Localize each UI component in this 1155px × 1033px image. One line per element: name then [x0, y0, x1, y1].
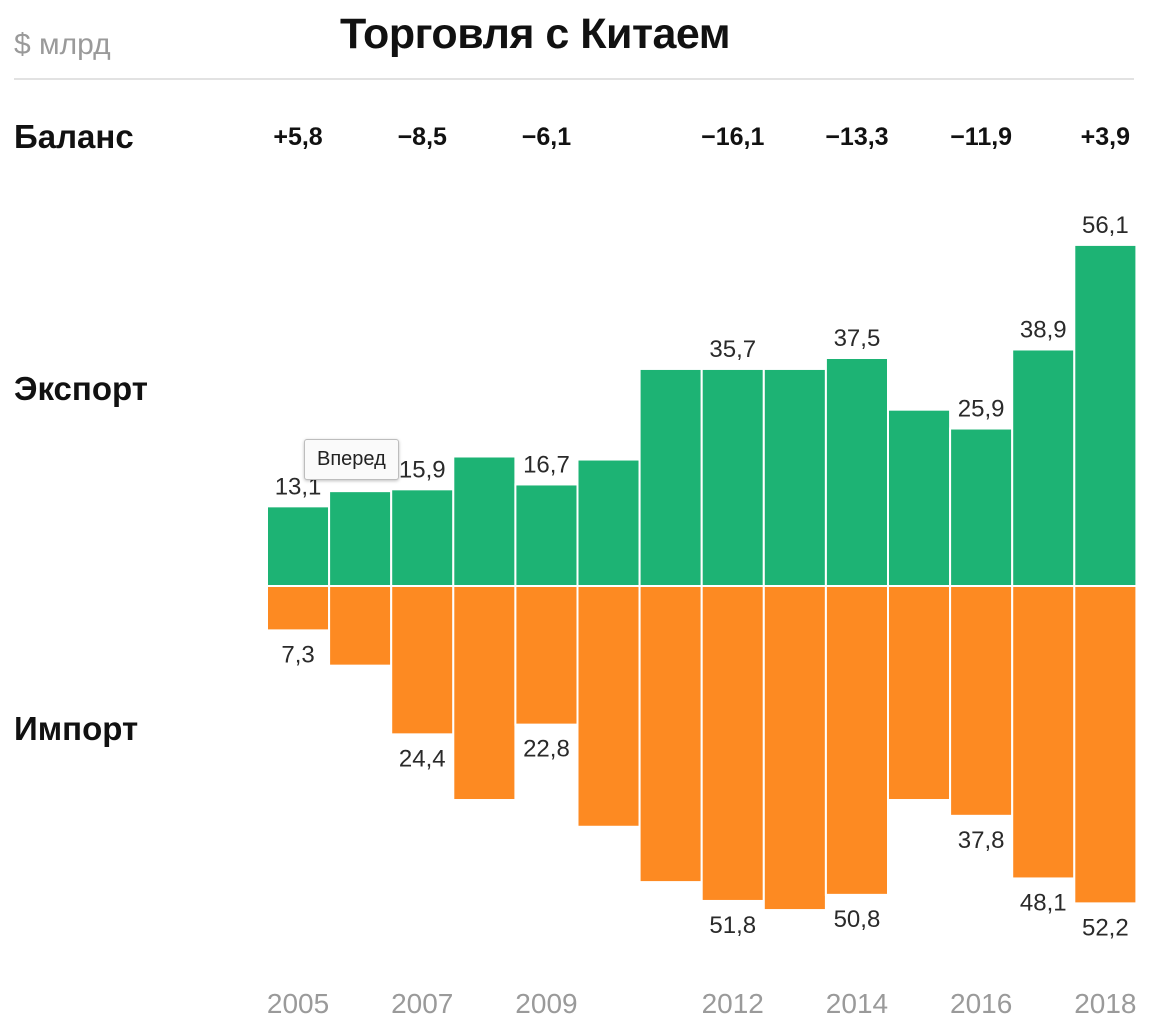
import-bar-2014 [824, 585, 890, 896]
import-value-2014: 50,8 [834, 906, 881, 933]
balance-value-2014: −13,3 [825, 123, 888, 151]
export-bar-2015 [887, 408, 952, 587]
balance-value-2005: +5,8 [273, 123, 322, 151]
export-bar-2012 [700, 367, 765, 587]
import-bar-2010 [576, 585, 641, 828]
export-value-2018: 56,1 [1082, 212, 1129, 239]
import-value-2012: 51,8 [709, 912, 756, 939]
export-value-2009: 16,7 [523, 451, 570, 478]
export-bar-2005 [266, 505, 331, 587]
import-value-2007: 24,4 [399, 745, 446, 772]
import-bar-2012 [700, 585, 765, 902]
export-bar-2009 [514, 483, 579, 587]
import-bar-2016 [949, 585, 1014, 817]
import-bar-2017 [1011, 585, 1076, 880]
export-bar-2006 [328, 490, 393, 588]
import-bar-2013 [762, 585, 827, 912]
import-bar-2008 [452, 585, 517, 802]
year-label-2016: 2016 [950, 988, 1012, 1019]
export-bar-2010 [576, 458, 641, 588]
export-bar-2013 [762, 367, 827, 587]
header-divider [14, 78, 1134, 80]
import-bar-2009 [514, 585, 579, 726]
year-label-2012: 2012 [702, 988, 764, 1019]
balance-value-2009: −6,1 [522, 123, 571, 151]
export-bar-2018 [1073, 243, 1138, 588]
import-bar-2005 [266, 585, 331, 632]
export-value-2016: 25,9 [958, 396, 1005, 423]
import-bar-2018 [1073, 585, 1138, 905]
import-value-2018: 52,2 [1082, 914, 1129, 941]
export-row-label: Экспорт [14, 370, 148, 407]
import-row-label: Импорт [14, 710, 139, 747]
tooltip-forward: Вперед [304, 439, 399, 480]
export-bar-2011 [638, 367, 703, 587]
export-bar-2016 [949, 427, 1014, 588]
chart-title: Торговля с Китаем [340, 10, 731, 58]
export-value-2007: 15,9 [399, 456, 446, 483]
balance-value-2016: −11,9 [950, 123, 1012, 151]
import-bar-2011 [638, 585, 703, 884]
import-bar-2006 [328, 585, 393, 667]
export-value-2014: 37,5 [834, 325, 881, 352]
year-label-2009: 2009 [515, 988, 577, 1019]
balance-value-2007: −8,5 [398, 123, 447, 151]
export-bar-2007 [390, 488, 455, 587]
balance-row-label: Баланс [14, 118, 134, 155]
year-label-2018: 2018 [1074, 988, 1136, 1019]
balance-value-2012: −16,1 [701, 123, 764, 151]
year-label-2007: 2007 [391, 988, 453, 1019]
import-value-2009: 22,8 [523, 736, 570, 763]
export-value-2012: 35,7 [709, 336, 756, 363]
export-value-2017: 38,9 [1020, 316, 1067, 343]
import-bar-2007 [390, 585, 455, 736]
export-bar-2017 [1011, 348, 1076, 587]
export-bar-2014 [824, 357, 890, 587]
import-value-2016: 37,8 [958, 827, 1005, 854]
year-label-2014: 2014 [826, 988, 888, 1019]
import-bar-2015 [887, 585, 952, 802]
unit-label: $ млрд [14, 28, 111, 61]
import-value-2005: 7,3 [281, 641, 314, 668]
import-value-2017: 48,1 [1020, 889, 1067, 916]
balance-value-2018: +3,9 [1081, 123, 1130, 151]
year-label-2005: 2005 [267, 988, 329, 1019]
export-bar-2008 [452, 455, 517, 587]
